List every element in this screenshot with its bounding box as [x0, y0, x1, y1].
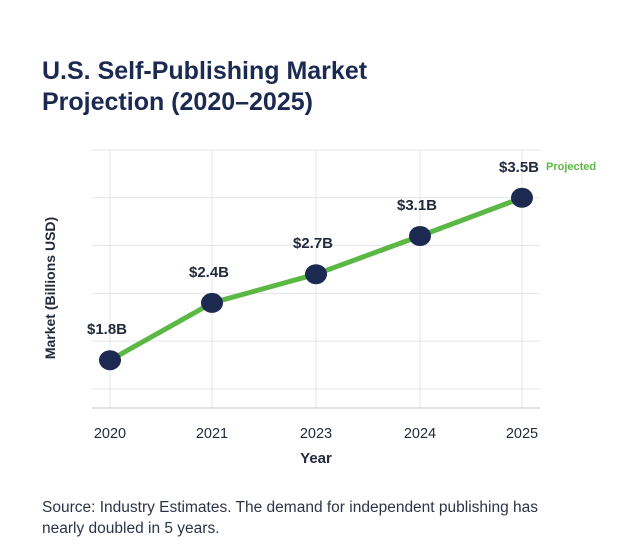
source-note: Source: Industry Estimates. The demand f… [42, 499, 539, 537]
data-label-2024: $3.1B [397, 197, 437, 214]
data-label-layer: $1.8B $2.4B $2.7B $3.1B $3.5B Projected [87, 159, 596, 338]
chart-title-line-1: U.S. Self-Publishing Market [42, 57, 368, 85]
axis-layer: 2020 2021 2023 2024 2025 Year Market (Billions… [42, 217, 540, 467]
data-point-2020 [99, 350, 121, 371]
data-label-2023: $2.7B [293, 235, 333, 252]
x-axis-title: Year [300, 450, 332, 467]
data-label-2021: $2.4B [189, 264, 229, 281]
x-tick-label-2020: 2020 [94, 426, 126, 442]
chart-title: U.S. Self-Publishing Market Projection (… [42, 56, 562, 118]
projected-annotation: Projected [546, 161, 596, 173]
data-point-2024 [409, 226, 431, 246]
x-tick-label-2021: 2021 [196, 426, 228, 442]
data-label-2025: $3.5B [499, 159, 539, 176]
x-tick-label-2025: 2025 [506, 426, 538, 442]
data-point-2025 [511, 187, 533, 208]
x-tick-label-2023: 2023 [300, 426, 332, 442]
x-tick-label-2024: 2024 [404, 426, 436, 442]
data-label-2020: $1.8B [87, 321, 127, 338]
data-point-2021 [201, 292, 223, 313]
data-point-2023 [305, 264, 327, 285]
y-axis-title: Market (Billions USD) [42, 217, 58, 359]
data-point-layer [99, 187, 533, 371]
chart-title-line-2: Projection (2020–2025) [42, 88, 313, 116]
